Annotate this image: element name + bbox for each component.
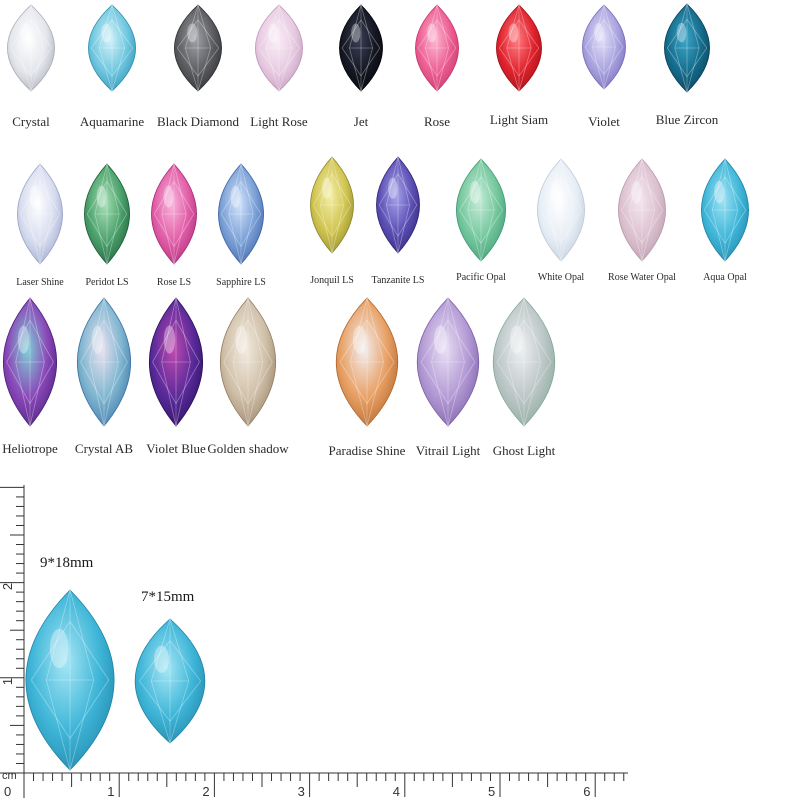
label-golden-shadow: Golden shadow bbox=[207, 441, 289, 456]
ruler-vertical-number-1: 1 bbox=[0, 677, 16, 685]
label-paradise-shine: Paradise Shine bbox=[328, 443, 406, 458]
label-vitrail-light: Vitrail Light bbox=[415, 443, 481, 458]
gem-blue-zircon bbox=[664, 3, 710, 93]
label-aquamarine: Aquamarine bbox=[79, 114, 145, 129]
gem-peridot-ls bbox=[84, 163, 130, 265]
gem-size-7x15 bbox=[134, 618, 206, 744]
label-tanzanite-ls: Tanzanite LS bbox=[371, 275, 425, 286]
label-violet: Violet bbox=[588, 114, 620, 129]
gem-sapphire-ls bbox=[218, 163, 264, 265]
label-blue-zircon: Blue Zircon bbox=[655, 112, 719, 127]
gem-aqua-opal bbox=[701, 158, 749, 262]
ruler-unit-label: cm bbox=[2, 770, 17, 782]
label-violet-blue: Violet Blue bbox=[146, 441, 206, 456]
label-crystal-ab: Crystal AB bbox=[74, 441, 134, 456]
ruler-number-6: 6 bbox=[583, 784, 591, 799]
label-white-opal: White Opal bbox=[537, 272, 585, 283]
gem-laser-shine bbox=[17, 163, 63, 265]
gem-jet bbox=[339, 4, 383, 92]
size-label-large: 9*18mm bbox=[40, 555, 94, 571]
ruler-number-1: 1 bbox=[107, 784, 115, 799]
label-ghost-light: Ghost Light bbox=[492, 443, 556, 458]
gem-violet bbox=[582, 4, 626, 90]
gem-vitrail-light bbox=[417, 297, 479, 427]
gem-tanzanite-ls bbox=[376, 156, 420, 254]
ruler-number-3: 3 bbox=[297, 784, 305, 799]
gem-jonquil-ls bbox=[310, 156, 354, 254]
gem-heliotrope bbox=[3, 297, 57, 427]
gem-light-rose bbox=[255, 4, 303, 92]
gem-light-siam bbox=[496, 4, 542, 92]
ruler-number-5: 5 bbox=[488, 784, 496, 799]
gem-rose-ls bbox=[151, 163, 197, 265]
label-peridot-ls: Peridot LS bbox=[85, 277, 129, 288]
label-black-diamond: Black Diamond bbox=[157, 114, 239, 129]
label-light-siam: Light Siam bbox=[489, 112, 549, 127]
label-jet: Jet bbox=[353, 114, 369, 129]
label-light-rose: Light Rose bbox=[250, 114, 308, 129]
label-rose: Rose bbox=[424, 114, 450, 129]
gem-golden-shadow bbox=[220, 297, 276, 427]
size-label-small: 7*15mm bbox=[141, 589, 195, 605]
label-aqua-opal: Aqua Opal bbox=[703, 272, 747, 283]
label-sapphire-ls: Sapphire LS bbox=[216, 277, 266, 288]
label-heliotrope: Heliotrope bbox=[2, 441, 58, 456]
gem-ghost-light bbox=[493, 297, 555, 427]
gem-pacific-opal bbox=[456, 158, 506, 262]
gem-aquamarine bbox=[88, 4, 136, 92]
label-crystal: Crystal bbox=[12, 114, 50, 129]
gem-crystal-ab bbox=[77, 297, 131, 427]
gem-rose-water-opal bbox=[618, 158, 666, 262]
ruler-number-0: 0 bbox=[4, 784, 12, 799]
label-rose-ls: Rose LS bbox=[156, 277, 192, 288]
ruler-vertical-number-2: 2 bbox=[0, 582, 16, 590]
gem-crystal bbox=[7, 4, 55, 92]
gem-rose bbox=[415, 4, 459, 92]
ruler-number-4: 4 bbox=[392, 784, 401, 799]
ruler-number-2: 2 bbox=[202, 784, 210, 799]
gem-white-opal bbox=[537, 158, 585, 262]
label-pacific-opal: Pacific Opal bbox=[456, 272, 506, 283]
gem-black-diamond bbox=[174, 4, 222, 92]
label-laser-shine: Laser Shine bbox=[16, 277, 64, 288]
label-jonquil-ls: Jonquil LS bbox=[310, 275, 354, 286]
gem-size-9x18 bbox=[25, 589, 115, 771]
gem-violet-blue bbox=[149, 297, 203, 427]
label-rose-water-opal: Rose Water Opal bbox=[608, 272, 676, 283]
gem-paradise-shine bbox=[336, 297, 398, 427]
